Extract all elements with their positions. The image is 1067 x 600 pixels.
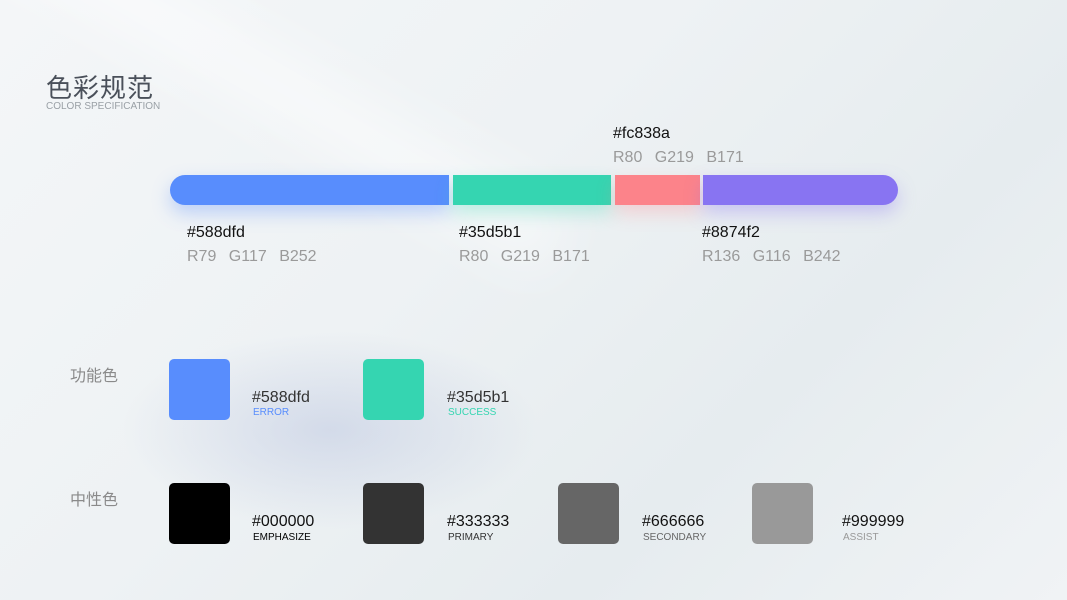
swatch-success bbox=[363, 359, 424, 420]
palette-rgb-green: R80 G219 B171 bbox=[459, 248, 590, 265]
palette-rgb-blue: R79 G117 B252 bbox=[187, 248, 317, 265]
neutral-colors-label: 中性色 bbox=[70, 490, 119, 509]
palette-segment-red bbox=[615, 175, 700, 205]
palette-hex-purple: #8874f2 bbox=[702, 224, 760, 241]
palette-hex-blue: #588dfd bbox=[187, 224, 245, 241]
swatch-success-hex: #35d5b1 bbox=[447, 389, 510, 406]
swatch-primary-name: PRIMARY bbox=[448, 532, 494, 543]
swatch-error bbox=[169, 359, 230, 420]
swatch-primary bbox=[363, 483, 424, 544]
swatch-emphasize bbox=[169, 483, 230, 544]
swatch-assist-hex: #999999 bbox=[842, 513, 905, 530]
palette-rgb-red: R80 G219 B171 bbox=[613, 149, 744, 166]
palette-segment-purple bbox=[703, 175, 898, 205]
swatch-error-name: ERROR bbox=[253, 407, 290, 418]
swatch-assist bbox=[752, 483, 813, 544]
functional-colors-label: 功能色 bbox=[70, 366, 119, 385]
swatch-error-hex: #588dfd bbox=[252, 389, 310, 406]
swatch-success-name: SUCCESS bbox=[448, 407, 497, 418]
palette-rgb-purple: R136 G116 B242 bbox=[702, 248, 841, 265]
page-title: 色彩规范 bbox=[46, 74, 155, 104]
palette-segment-blue bbox=[170, 175, 449, 205]
page-subtitle: COLOR SPECIFICATION bbox=[46, 101, 161, 112]
swatch-primary-hex: #333333 bbox=[447, 513, 510, 530]
swatch-emphasize-name: EMPHASIZE bbox=[253, 532, 311, 543]
swatch-secondary-hex: #666666 bbox=[642, 513, 705, 530]
palette-hex-red: #fc838a bbox=[613, 125, 670, 142]
swatch-emphasize-hex: #000000 bbox=[252, 513, 315, 530]
palette-hex-green: #35d5b1 bbox=[459, 224, 522, 241]
palette-segment-green bbox=[453, 175, 611, 205]
swatch-assist-name: ASSIST bbox=[843, 532, 879, 543]
swatch-secondary-name: SECONDARY bbox=[643, 532, 707, 543]
swatch-secondary bbox=[558, 483, 619, 544]
